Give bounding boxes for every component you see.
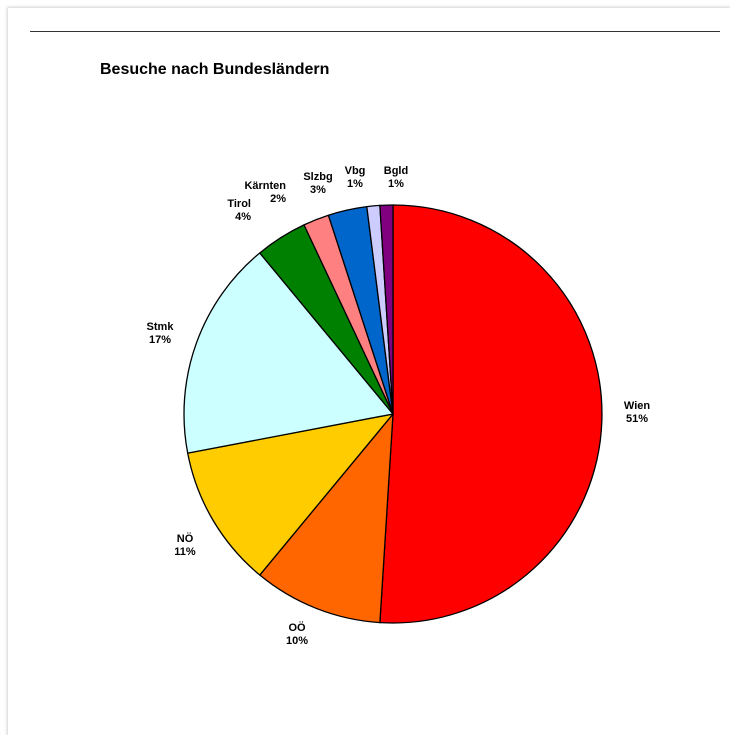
slice-label: OÖ bbox=[288, 621, 306, 634]
pie-slice-stmk bbox=[183, 252, 394, 454]
slice-value-label: 2% bbox=[270, 193, 286, 205]
slice-value-label: 10% bbox=[286, 635, 308, 647]
slice-value-label: 1% bbox=[388, 178, 404, 190]
slice-value-label: 4% bbox=[235, 211, 251, 223]
pie-slice-nö bbox=[187, 413, 394, 576]
slice-value-label: 51% bbox=[626, 413, 648, 425]
slice-label: Stmk bbox=[147, 321, 175, 333]
slice-label: Kärnten bbox=[244, 180, 286, 192]
slice-label: Vbg bbox=[345, 165, 366, 177]
slice-label: NÖ bbox=[177, 532, 194, 545]
slice-value-label: 11% bbox=[174, 546, 196, 558]
slice-value-label: 1% bbox=[347, 178, 363, 190]
pie-slice-bgld bbox=[379, 204, 394, 415]
slice-value-label: 17% bbox=[149, 334, 171, 346]
slice-label: Tirol bbox=[227, 198, 251, 210]
pie-slices bbox=[183, 204, 603, 624]
header-divider bbox=[30, 31, 720, 32]
slice-label: Bgld bbox=[384, 165, 408, 177]
chart-title: Besuche nach Bundesländern bbox=[100, 61, 330, 78]
slice-value-label: 3% bbox=[310, 184, 326, 196]
slice-label: Slzbg bbox=[303, 171, 332, 183]
pie-slice-oö bbox=[259, 413, 394, 624]
slice-label: Wien bbox=[624, 400, 650, 412]
pie-slice-wien bbox=[379, 204, 603, 624]
